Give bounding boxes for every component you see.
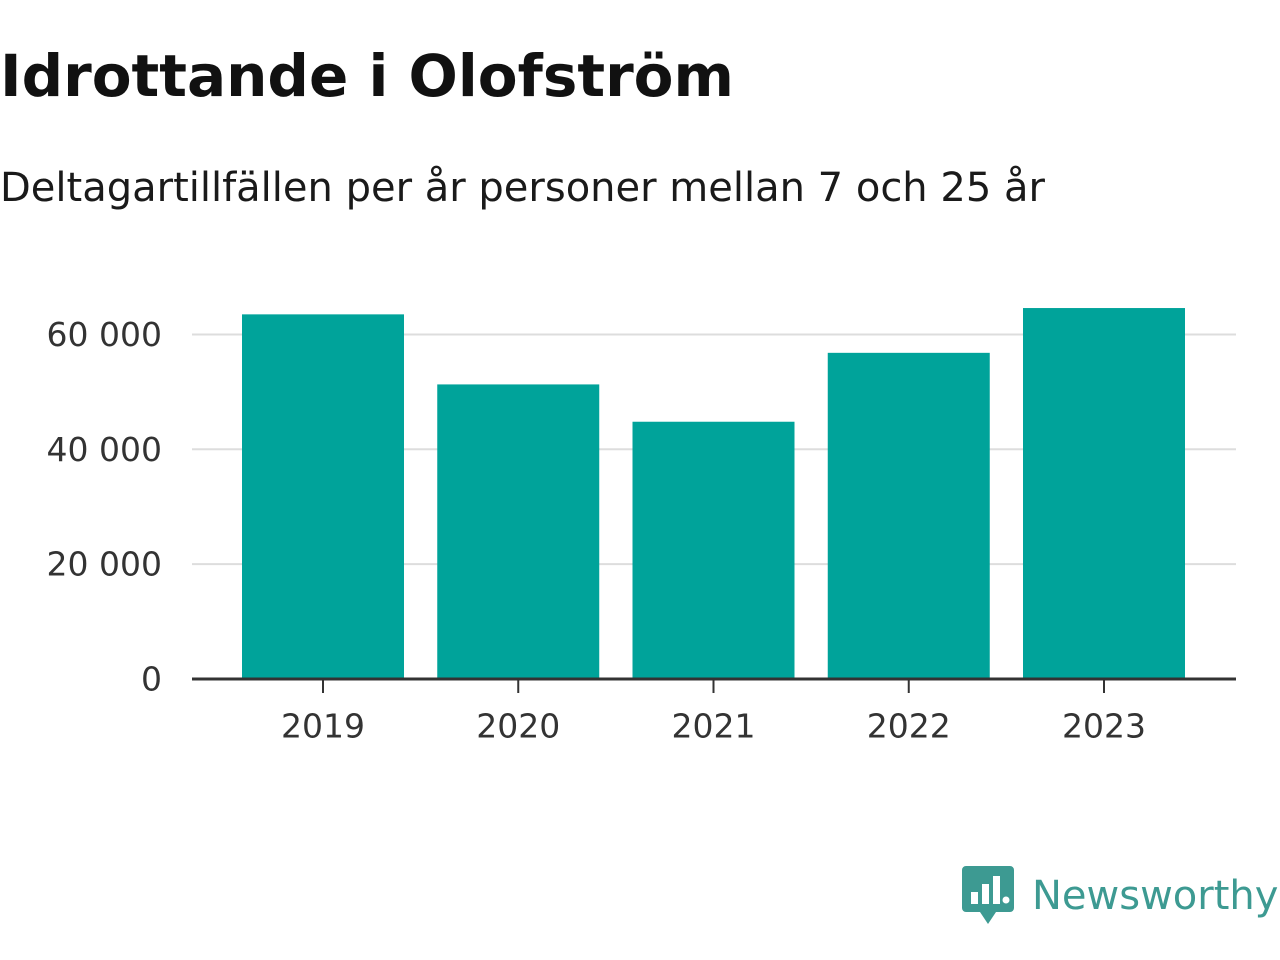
bars — [242, 308, 1185, 679]
brand-logo: Newsworthy — [962, 864, 1278, 928]
y-tick-label: 60 000 — [47, 315, 162, 354]
chart-title: Idrottande i Olofström — [0, 42, 734, 110]
chart-subtitle: Deltagartillfällen per år personer mella… — [0, 165, 1045, 211]
newsworthy-logo-icon — [962, 866, 1014, 924]
x-tick-label: 2021 — [672, 707, 756, 746]
x-tick-label: 2022 — [867, 707, 951, 746]
y-tick-label: 40 000 — [47, 430, 162, 469]
bar-2021 — [632, 421, 795, 679]
x-axis — [192, 677, 1236, 693]
bar-2020 — [437, 384, 600, 679]
bar-2019 — [242, 314, 404, 679]
x-tick-label: 2019 — [281, 707, 365, 746]
x-tick-label: 2023 — [1062, 707, 1146, 746]
bar-2023 — [1023, 308, 1185, 679]
x-axis-tick-labels: 2019 2020 2021 2022 2023 — [281, 707, 1146, 746]
y-axis-tick-labels: 0 20 000 40 000 60 000 — [47, 315, 162, 699]
x-tick-label: 2020 — [476, 707, 560, 746]
y-tick-label: 0 — [141, 660, 162, 699]
bar-chart: 0 20 000 40 000 60 000 2019 2020 2021 2022 2023 — [47, 308, 1236, 746]
bar-2022 — [827, 352, 990, 679]
brand-name: Newsworthy — [1032, 873, 1279, 919]
y-tick-label: 20 000 — [47, 545, 162, 584]
